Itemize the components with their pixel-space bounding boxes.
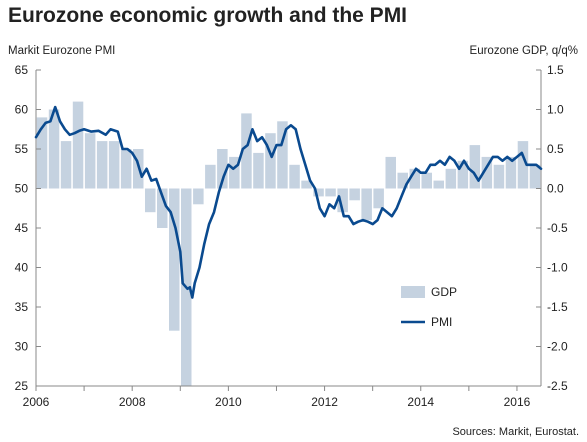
gdp-bar bbox=[229, 156, 240, 189]
source-note: Sources: Markit, Eurostat. bbox=[452, 426, 579, 438]
gdp-bar bbox=[385, 156, 396, 189]
right-tick-label: -2.0 bbox=[547, 340, 568, 354]
gdp-bar bbox=[36, 117, 48, 189]
gdp-bar bbox=[433, 180, 444, 189]
gdp-bar bbox=[481, 156, 493, 189]
gdp-bar bbox=[421, 172, 432, 189]
gdp-bar bbox=[72, 101, 84, 189]
gdp-bar bbox=[241, 113, 252, 189]
gdp-bar bbox=[445, 168, 457, 189]
left-tick-label: 40 bbox=[15, 261, 29, 275]
right-tick-label: -1.5 bbox=[547, 300, 568, 314]
right-axis-title: Eurozone GDP, q/q% bbox=[469, 45, 578, 57]
x-tick-label: 2012 bbox=[311, 395, 338, 409]
gdp-bar bbox=[157, 188, 168, 228]
right-tick-label: 1.5 bbox=[547, 63, 564, 77]
gdp-bar bbox=[193, 188, 204, 205]
gdp-bar bbox=[325, 188, 336, 197]
right-tick-label: 0.0 bbox=[547, 182, 564, 196]
gdp-bar bbox=[457, 160, 469, 189]
x-tick-label: 2016 bbox=[504, 395, 531, 409]
gdp-bar bbox=[373, 188, 384, 209]
legend-swatch-gdp bbox=[401, 286, 425, 298]
left-tick-label: 65 bbox=[15, 63, 29, 77]
gdp-bar bbox=[469, 145, 481, 189]
gdp-bar bbox=[84, 133, 96, 189]
left-tick-label: 60 bbox=[15, 103, 29, 117]
gdp-bar bbox=[265, 133, 276, 189]
right-tick-label: 0.5 bbox=[547, 142, 564, 156]
gdp-bar bbox=[349, 188, 360, 201]
left-tick-label: 35 bbox=[15, 300, 29, 314]
chart-title: Eurozone economic growth and the PMI bbox=[8, 4, 408, 27]
gdp-bar bbox=[48, 109, 60, 189]
legend-label-gdp: GDP bbox=[431, 285, 457, 299]
gdp-bar bbox=[169, 188, 180, 331]
left-tick-label: 45 bbox=[15, 221, 29, 235]
right-tick-label: -2.5 bbox=[547, 379, 568, 393]
gdp-bar bbox=[505, 156, 517, 189]
tick-labels: 25 30 35 40 45 50 55 60 65 -2.5 -2.0 -1.5 -1.0 -0.5 0.… bbox=[15, 63, 568, 409]
gdp-bar bbox=[253, 152, 264, 189]
gdp-bar bbox=[60, 141, 72, 189]
right-tick-label: 1.0 bbox=[547, 103, 564, 117]
gdp-bar bbox=[493, 164, 505, 189]
gdp-bar bbox=[96, 141, 108, 189]
left-tick-label: 50 bbox=[15, 182, 29, 196]
gdp-bar bbox=[361, 188, 372, 221]
gdp-bar bbox=[289, 164, 300, 189]
left-tick-label: 25 bbox=[15, 379, 29, 393]
left-tick-label: 30 bbox=[15, 340, 29, 354]
x-tick-label: 2006 bbox=[23, 395, 50, 409]
left-tick-label: 55 bbox=[15, 142, 29, 156]
right-tick-label: -0.5 bbox=[547, 221, 568, 235]
gdp-bar bbox=[145, 188, 156, 213]
gdp-bar bbox=[313, 188, 324, 197]
gdp-bar bbox=[108, 141, 120, 189]
x-tick-label: 2010 bbox=[215, 395, 242, 409]
x-tick-label: 2008 bbox=[119, 395, 146, 409]
gdp-bar bbox=[529, 164, 541, 189]
legend-label-pmi: PMI bbox=[431, 315, 452, 329]
left-axis-title: Markit Eurozone PMI bbox=[8, 45, 116, 57]
gdp-bars bbox=[36, 101, 541, 386]
gdp-bar bbox=[120, 149, 132, 189]
pmi-line-group bbox=[34, 105, 543, 299]
x-tick-label: 2014 bbox=[407, 395, 434, 409]
gdp-bar bbox=[517, 141, 529, 189]
pmi-line bbox=[34, 105, 543, 299]
right-tick-label: -1.0 bbox=[547, 261, 568, 275]
gdp-bar bbox=[397, 172, 408, 189]
gdp-bar bbox=[205, 164, 216, 189]
gdp-bar bbox=[277, 121, 288, 189]
gdp-bar bbox=[409, 168, 420, 189]
chart-axes bbox=[35, 69, 542, 391]
gdp-bar bbox=[217, 149, 228, 189]
legend: GDP PMI bbox=[401, 285, 457, 329]
gdp-bar bbox=[301, 180, 312, 189]
gdp-bar bbox=[337, 188, 348, 213]
